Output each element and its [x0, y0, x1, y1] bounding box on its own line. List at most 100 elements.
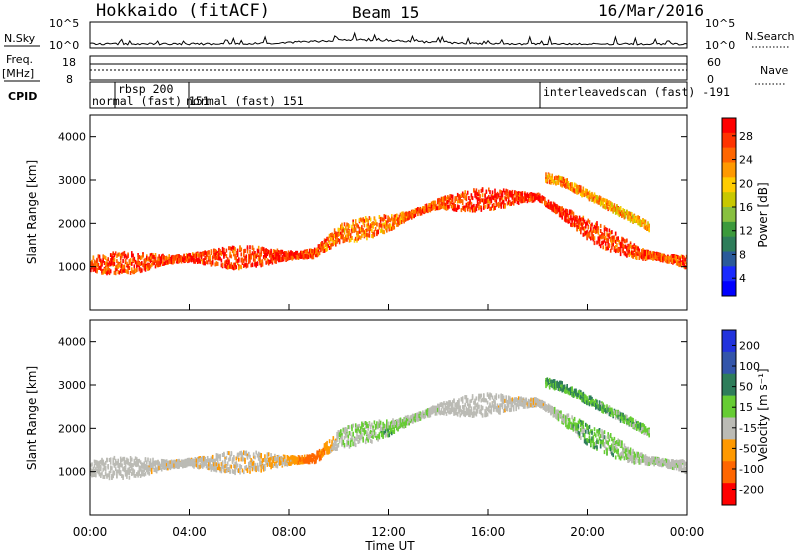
range-gate-cell [246, 263, 249, 268]
range-gate-cell [551, 204, 553, 209]
range-gate-cell [108, 458, 111, 462]
range-gate-cell [470, 195, 473, 200]
range-gate-cell [414, 209, 417, 214]
range-gate-cell [515, 397, 517, 402]
range-gate-cell [454, 196, 456, 201]
range-gate-cell [362, 428, 364, 433]
range-gate-cell [484, 200, 486, 204]
range-gate-cell [325, 442, 327, 447]
range-gate-cell [164, 459, 167, 464]
range-gate-cell [652, 251, 654, 255]
range-gate-cell [174, 462, 177, 467]
range-gate-cell [450, 194, 453, 199]
range-gate-cell [548, 173, 551, 178]
range-gate-cell [505, 395, 507, 400]
range-gate-cell [133, 264, 136, 269]
range-gate-cell [138, 465, 141, 470]
range-gate-cell [682, 259, 684, 264]
range-gate-cell [578, 220, 581, 225]
range-gate-cell [572, 418, 575, 423]
range-gate-cell [619, 244, 622, 249]
range-gate-cell [153, 462, 155, 467]
range-gate-cell [252, 465, 255, 470]
range-gate-cell [565, 218, 567, 223]
range-gate-cell [106, 268, 108, 273]
range-gate-cell [619, 241, 622, 246]
range-gate-cell [603, 204, 606, 209]
range-gate-cell [137, 258, 139, 263]
range-gate-cell [471, 414, 474, 418]
range-gate-cell [328, 241, 331, 246]
range-gate-cell [560, 210, 562, 215]
range-gate-cell [572, 424, 575, 429]
range-gate-cell [239, 465, 241, 470]
range-gate-cell [578, 419, 581, 424]
range-gate-cell [507, 191, 510, 196]
range-gate-cell [501, 190, 504, 195]
range-gate-cell [216, 466, 219, 471]
range-gate-cell [478, 192, 480, 197]
range-gate-cell [229, 246, 231, 251]
range-gate-cell [211, 463, 214, 468]
range-gate-cell [583, 193, 586, 198]
range-gate-cell [634, 255, 637, 260]
range-gate-cell [149, 462, 152, 467]
range-gate-cell [480, 198, 483, 203]
range-gate-cell [586, 438, 588, 442]
range-gate-cell [469, 403, 471, 408]
range-gate-cell [250, 458, 252, 463]
range-gate-cell [566, 218, 568, 223]
range-gate-cell [642, 256, 644, 261]
range-gate-cell [648, 225, 650, 230]
range-gate-cell [571, 217, 573, 222]
range-gate-cell [127, 270, 129, 275]
range-gate-cell [542, 196, 545, 201]
range-gate-cell [127, 254, 129, 259]
range-gate-cell [141, 268, 143, 273]
noise-tick-bottom: 10^0 [49, 39, 79, 52]
range-gate-cell [185, 253, 188, 258]
range-gate-cell [238, 452, 240, 457]
range-gate-cell [325, 242, 327, 247]
range-gate-cell [648, 254, 650, 259]
range-gate-cell [530, 398, 532, 403]
range-gate-cell [245, 254, 248, 259]
range-gate-cell [367, 426, 369, 431]
range-gate-cell [204, 251, 206, 256]
range-gate-cell [346, 428, 348, 433]
range-gate-cell [113, 463, 116, 468]
range-gate-cell [101, 471, 103, 476]
range-gate-cell [262, 458, 265, 462]
range-gate-cell [489, 396, 491, 401]
range-gate-cell [164, 465, 167, 470]
range-gate-cell [235, 250, 238, 255]
range-gate-cell [473, 203, 475, 208]
range-gate-cell [362, 438, 364, 443]
range-gate-cell [109, 269, 112, 274]
range-gate-cell [488, 199, 490, 204]
range-gate-cell [121, 263, 123, 268]
range-gate-cell [223, 254, 225, 259]
range-gate-cell [663, 256, 665, 261]
range-gate-cell [550, 180, 552, 185]
range-gate-cell [565, 419, 567, 424]
range-gate-cell [638, 218, 641, 223]
range-gate-cell [556, 180, 558, 184]
range-gate-cell [512, 407, 515, 412]
range-gate-cell [474, 405, 476, 410]
range-gate-cell [510, 400, 512, 404]
range-gate-cell [356, 432, 358, 437]
range-gate-cell [104, 261, 107, 266]
range-gate-cell [424, 209, 427, 214]
range-gate-cell [107, 473, 109, 478]
range-gate-cell [447, 195, 449, 200]
range-gate-cell [119, 260, 122, 265]
range-gate-cell [371, 439, 373, 444]
range-gate-cell [458, 199, 460, 203]
range-gate-cell [580, 422, 582, 426]
range-gate-cell [657, 256, 659, 261]
range-gate-cell [394, 214, 397, 219]
range-gate-cell [197, 456, 199, 461]
range-gate-cell [326, 440, 328, 445]
range-gate-cell [233, 464, 235, 469]
